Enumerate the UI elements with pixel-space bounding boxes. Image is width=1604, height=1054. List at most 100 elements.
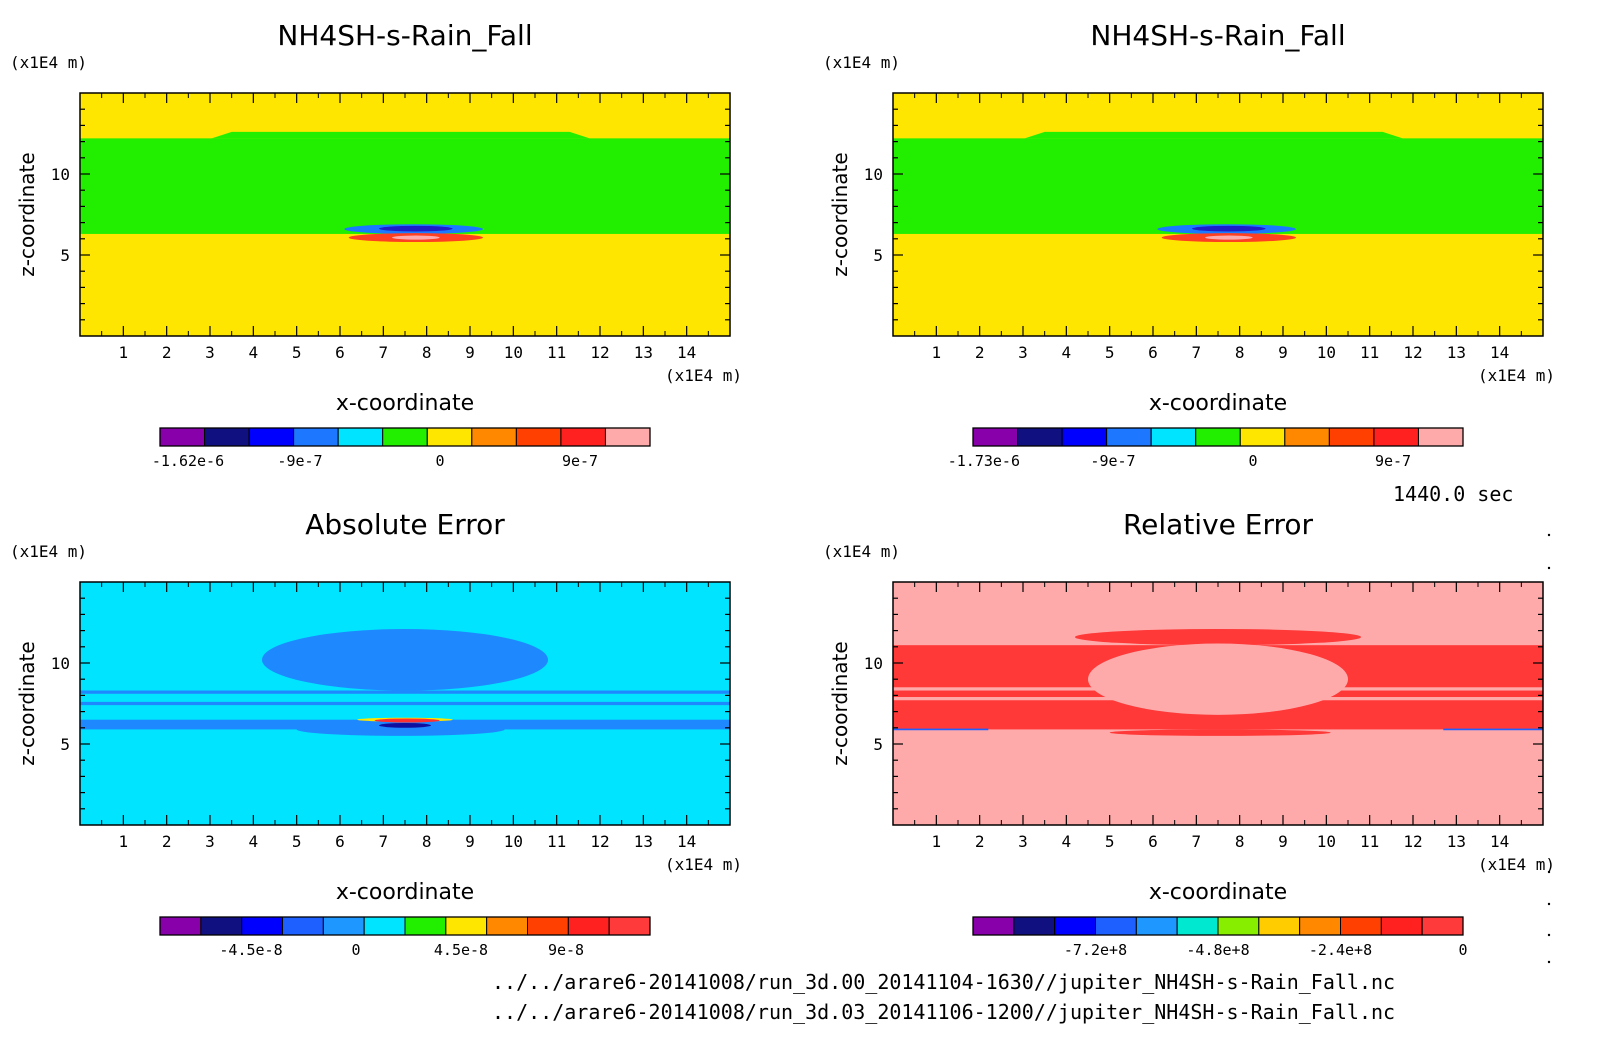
panel-3-colorbar-swatch-7	[445, 916, 488, 936]
panel-1-xtick-label: 7	[379, 343, 389, 362]
panel-2-xtick-label: 10	[1317, 343, 1336, 362]
panel-1-colorbar-swatch-0	[159, 427, 206, 447]
panel-3-colorbar-swatch-9	[527, 916, 569, 936]
panel-4-colorbar-label: -7.2e+8	[1064, 941, 1127, 959]
panel-4-y-unit: (x1E4 m)	[823, 542, 900, 561]
panel-4-x-unit: (x1E4 m)	[1478, 855, 1555, 874]
panel-2-colorbar-swatch-1	[1017, 427, 1063, 447]
panel-1-x-unit: (x1E4 m)	[665, 366, 742, 385]
panel-2-ytick-label: 5	[873, 246, 883, 265]
panel-4-xtick-label: 6	[1148, 832, 1158, 851]
panel-3-colorbar-swatch-4	[322, 916, 365, 936]
file-path-1: ../../arare6-20141008/run_3d.00_20141104…	[492, 970, 1396, 994]
panel-2-colorbar-swatch-4	[1150, 427, 1197, 447]
panel-4-colorbar-swatch-2	[1054, 916, 1096, 936]
panel-3-y-unit: (x1E4 m)	[10, 542, 87, 561]
panel-2-colorbar-swatch-10	[1417, 427, 1464, 447]
panel-3-xtick-label: 11	[547, 832, 566, 851]
panel-4-colorbar-swatch-0	[972, 916, 1015, 936]
panel-3-xtick-label: 7	[379, 832, 389, 851]
panel-2-xtick-label: 1	[932, 343, 942, 362]
time-label: 1440.0 sec	[1393, 482, 1514, 506]
panel-4-colorbar-swatch-10	[1380, 916, 1423, 936]
panel-1-region-blob-4	[392, 235, 440, 240]
panel-4-region-blob-4	[1109, 729, 1331, 736]
panel-4-xtick-label: 5	[1105, 832, 1115, 851]
panel-2-colorbar-frame	[972, 427, 1464, 447]
panel-2-xtick-label: 14	[1490, 343, 1509, 362]
panel-1-colorbar-swatch-1	[204, 427, 250, 447]
panel-3-region-band-0	[80, 690, 730, 694]
panel-4-xtick-label: 14	[1490, 832, 1509, 851]
panel-2-x-label: x-coordinate	[1149, 391, 1287, 416]
panel-4-colorbar-swatch-1	[1013, 916, 1056, 936]
panel-1-xtick-label: 13	[634, 343, 653, 362]
panel-2-colorbar-swatch-8	[1328, 427, 1375, 447]
panel-3-colorbar-swatch-5	[363, 916, 406, 936]
panel-3-colorbar-frame	[159, 916, 651, 936]
panel-3-xtick-label: 1	[119, 832, 129, 851]
panel-4-xtick-label: 1	[932, 832, 942, 851]
panel-1-xtick-label: 10	[504, 343, 523, 362]
panel-4-colorbar-swatch-7	[1258, 916, 1301, 936]
panel-3-xtick-label: 8	[422, 832, 432, 851]
panel-3-colorbar-label: 0	[351, 941, 360, 959]
panel-3-colorbar-swatch-2	[241, 916, 284, 936]
margin-dot-3	[1547, 902, 1551, 906]
panel-4-ytick-label: 5	[873, 735, 883, 754]
panel-1-xtick-label: 6	[335, 343, 345, 362]
margin-dot-0	[1547, 533, 1551, 537]
panel-1-colorbar-swatch-2	[248, 427, 295, 447]
panel-3-ytick-label: 5	[60, 735, 70, 754]
panel-1-y-label: z-coordinate	[15, 152, 39, 276]
panel-4-xtick-label: 2	[975, 832, 985, 851]
panel-1-colorbar-swatch-10	[604, 427, 651, 447]
panel-3-xtick-label: 4	[249, 832, 259, 851]
panel-2-colorbar-swatch-2	[1061, 427, 1108, 447]
panel-3-region-blob-4	[296, 722, 505, 736]
panel-2-xtick-label: 11	[1360, 343, 1379, 362]
panel-4-ytick-label: 10	[864, 654, 883, 673]
panel-3-xtick-label: 12	[590, 832, 609, 851]
panel-1-region-band-0	[80, 138, 730, 234]
panel-4-xtick-label: 8	[1235, 832, 1245, 851]
panel-3-xtick-label: 14	[677, 832, 696, 851]
panel-4-xtick-label: 13	[1447, 832, 1466, 851]
panel-2-colorbar-label: -9e-7	[1090, 452, 1135, 470]
panel-2-y-label: z-coordinate	[828, 152, 852, 276]
panel-1-x-label: x-coordinate	[336, 391, 474, 416]
panel-4-colorbar-swatch-6	[1217, 916, 1260, 936]
panel-4-colorbar-swatch-4	[1135, 916, 1178, 936]
panel-2-xtick-label: 5	[1105, 343, 1115, 362]
panel-2-region-blob-4	[1205, 235, 1253, 240]
panel-2-xtick-label: 8	[1235, 343, 1245, 362]
panel-3-xtick-label: 9	[465, 832, 475, 851]
panel-1-colorbar-swatch-3	[293, 427, 339, 447]
panel-1-region-blob-2	[379, 225, 453, 232]
panel-4-colorbar-swatch-3	[1095, 916, 1137, 936]
panel-3-region-blob-3	[262, 628, 548, 691]
panel-4-x-label: x-coordinate	[1149, 880, 1287, 905]
panel-1-ytick-label: 10	[51, 165, 70, 184]
panel-1-xtick-label: 4	[249, 343, 259, 362]
panel-1-xtick-label: 2	[162, 343, 172, 362]
panel-3-xtick-label: 13	[634, 832, 653, 851]
panel-3-y-label: z-coordinate	[15, 641, 39, 765]
panel-3-colorbar-swatch-10	[567, 916, 610, 936]
panel-1-region-bump-0	[211, 131, 590, 139]
panel-4-xtick-label: 11	[1360, 832, 1379, 851]
panel-3-x-label: x-coordinate	[336, 880, 474, 905]
panel-1-colorbar-frame	[159, 427, 651, 447]
panel-3-xtick-label: 6	[335, 832, 345, 851]
panel-3-xtick-label: 2	[162, 832, 172, 851]
panel-2-y-unit: (x1E4 m)	[823, 53, 900, 72]
margin-dot-2	[1547, 870, 1551, 874]
margin-dot-1	[1547, 566, 1551, 570]
panel-4-xtick-label: 3	[1018, 832, 1028, 851]
panel-3-ytick-label: 10	[51, 654, 70, 673]
panel-2-region-bump-0	[1024, 131, 1403, 139]
panel-2-colorbar-swatch-3	[1106, 427, 1152, 447]
panel-3-colorbar-swatch-0	[159, 916, 202, 936]
panel-2-x-unit: (x1E4 m)	[1478, 366, 1555, 385]
